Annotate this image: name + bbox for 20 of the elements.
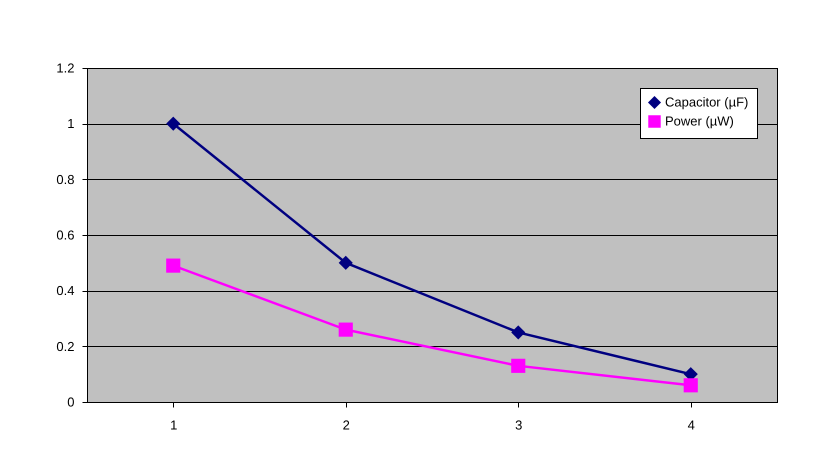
y-tick-label: 1.2 bbox=[56, 60, 74, 76]
point bbox=[166, 116, 180, 131]
y-tick-label: 0 bbox=[67, 394, 74, 410]
y-tick-label: 0.6 bbox=[56, 228, 74, 242]
x-tick-label: 3 bbox=[515, 418, 522, 432]
legend-label: Capacitor (µF) bbox=[665, 94, 748, 110]
y-tick-label: 0.4 bbox=[56, 283, 74, 298]
point bbox=[684, 378, 698, 392]
point bbox=[338, 256, 353, 270]
y-tick-label: 0.8 bbox=[56, 172, 74, 187]
point bbox=[511, 358, 526, 373]
legend-label: Power (µW) bbox=[665, 114, 734, 128]
point bbox=[338, 322, 353, 337]
x-tick-label: 1 bbox=[170, 418, 178, 432]
x-tick-label: 4 bbox=[688, 418, 695, 432]
y-tick-label: 0.2 bbox=[56, 338, 74, 354]
x-tick-label: 2 bbox=[342, 418, 350, 432]
point bbox=[166, 258, 180, 273]
point bbox=[511, 325, 526, 340]
y-tick-label: 1 bbox=[67, 116, 74, 132]
